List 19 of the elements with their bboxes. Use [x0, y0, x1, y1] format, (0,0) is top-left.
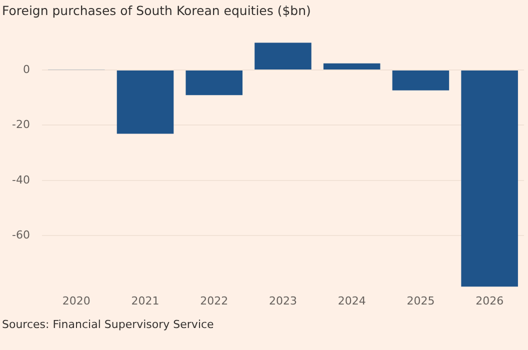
y-tick-label: -60	[12, 228, 30, 242]
source-note: Sources: Financial Supervisory Service	[2, 318, 214, 331]
bar	[323, 63, 380, 70]
bar	[254, 42, 312, 70]
x-tick-label: 2021	[131, 294, 160, 308]
x-tick-label: 2024	[338, 294, 366, 308]
x-tick-label: 2022	[200, 294, 228, 308]
bar	[392, 70, 450, 90]
chart-title: Foreign purchases of South Korean equities ($bn)	[2, 3, 311, 18]
y-tick-label: -40	[12, 173, 30, 186]
x-tick-label: 2020	[62, 294, 90, 308]
bar	[461, 70, 518, 287]
bar	[116, 70, 174, 134]
x-tick-label: 2023	[268, 294, 297, 308]
x-tick-label: 2025	[406, 294, 435, 308]
y-tick-label: 0	[22, 62, 30, 76]
bar	[186, 70, 243, 96]
x-tick-label: 2026	[476, 294, 504, 308]
y-tick-label: -20	[12, 118, 30, 132]
